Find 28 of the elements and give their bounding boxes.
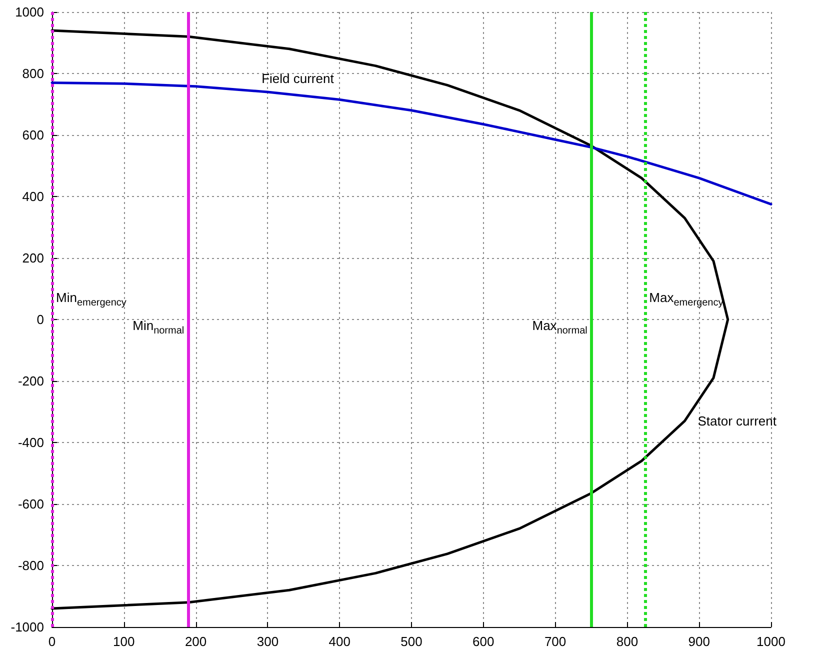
x-tick-label: 500 — [400, 634, 422, 649]
x-tick-label: 600 — [472, 634, 494, 649]
y-tick-label: -200 — [18, 374, 44, 388]
y-tick-label: 400 — [22, 189, 44, 204]
ref-line-label: Min$_{emergency}$ — [56, 290, 126, 310]
series-label: Field current — [262, 70, 334, 86]
y-tick-label: -1000 — [10, 620, 44, 634]
x-tick-label: 800 — [616, 634, 638, 649]
ref-line-label: Max$_{normal}$ — [532, 318, 588, 338]
x-tick-label: 900 — [688, 634, 710, 649]
y-tick-label: -800 — [18, 558, 44, 573]
x-tick-label: 200 — [184, 634, 207, 649]
y-tick-label: 1000 — [15, 4, 44, 20]
x-tick-label: 0 — [48, 634, 56, 649]
series-label: Stator current — [698, 413, 777, 428]
x-tick-label: 400 — [328, 634, 350, 649]
x-tick-label: 1000 — [756, 634, 786, 649]
y-tick-label: -400 — [18, 435, 44, 450]
x-tick-label: 300 — [256, 634, 279, 649]
ref-line-label: Max$_{emergency}$ — [649, 290, 724, 310]
y-tick-label: 600 — [22, 128, 44, 142]
y-tick-label: -600 — [18, 496, 44, 512]
y-tick-label: 200 — [22, 250, 44, 266]
y-tick-label: 800 — [22, 66, 44, 81]
y-tick-label: 0 — [36, 312, 44, 327]
x-tick-label: 700 — [544, 634, 566, 649]
x-tick-label: 100 — [113, 634, 135, 649]
ref-line-label: Min$_{normal}$ — [132, 318, 184, 338]
